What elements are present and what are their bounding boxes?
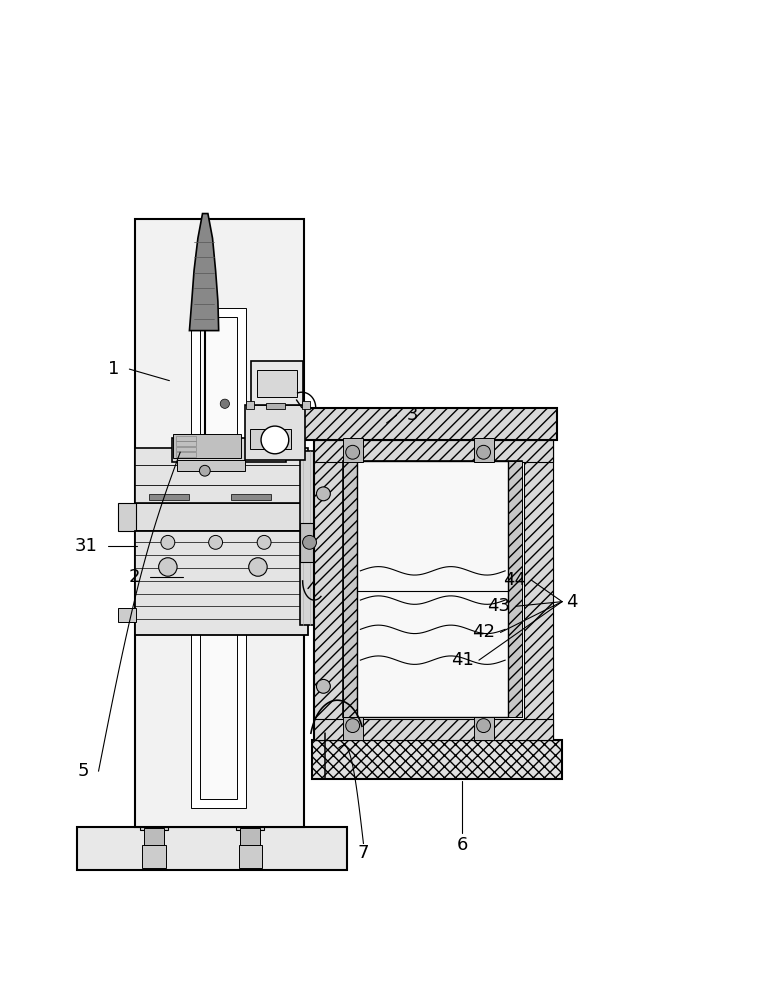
Bar [266, 403, 285, 409]
Text: 4: 4 [566, 593, 577, 611]
Bar [357, 462, 508, 717]
Text: 42: 42 [472, 623, 495, 641]
Bar [300, 523, 320, 562]
Circle shape [346, 719, 360, 733]
Circle shape [303, 535, 316, 549]
Bar [343, 462, 522, 717]
Circle shape [316, 679, 330, 693]
Bar [250, 429, 291, 449]
Bar [524, 440, 553, 740]
Circle shape [209, 535, 223, 549]
Bar [176, 447, 196, 451]
Bar [77, 827, 346, 870]
Circle shape [161, 535, 175, 549]
Bar [135, 503, 308, 531]
Circle shape [477, 719, 490, 733]
Bar [251, 361, 303, 405]
Bar [191, 308, 246, 808]
Text: 2: 2 [129, 568, 140, 586]
Circle shape [199, 465, 210, 476]
Bar [135, 531, 308, 635]
Bar [300, 451, 337, 625]
Bar [302, 401, 310, 409]
Bar [231, 494, 271, 500]
Bar [474, 438, 494, 462]
Bar [257, 370, 297, 397]
Circle shape [346, 445, 360, 459]
Bar [140, 813, 168, 830]
Polygon shape [189, 214, 219, 331]
Bar [200, 317, 237, 799]
Bar [474, 717, 494, 740]
Bar [236, 813, 264, 830]
Bar [343, 462, 357, 717]
Bar [314, 440, 553, 740]
Text: 44: 44 [503, 571, 526, 589]
Bar [172, 438, 286, 462]
Bar [173, 434, 241, 458]
Bar [239, 845, 262, 868]
Bar [176, 452, 196, 457]
Bar [135, 219, 304, 827]
Bar [343, 717, 363, 740]
Bar [144, 828, 164, 845]
Bar [314, 440, 343, 740]
Text: 41: 41 [450, 651, 474, 669]
Circle shape [159, 558, 177, 576]
Circle shape [249, 558, 267, 576]
Bar [142, 845, 166, 868]
Text: 3: 3 [407, 406, 417, 424]
Text: 5: 5 [78, 762, 89, 780]
Bar [246, 401, 254, 409]
Bar [149, 494, 189, 500]
Bar [176, 441, 196, 446]
Circle shape [220, 399, 229, 408]
Text: 6: 6 [457, 836, 467, 854]
Circle shape [261, 426, 289, 454]
Bar [508, 462, 522, 717]
Bar [240, 828, 260, 845]
Text: 1: 1 [109, 360, 119, 378]
Circle shape [316, 487, 330, 501]
Bar [118, 503, 136, 531]
Circle shape [477, 445, 490, 459]
Bar [302, 408, 557, 440]
Bar [245, 405, 305, 460]
Text: 7: 7 [358, 844, 369, 862]
Bar [314, 440, 553, 462]
Bar [176, 436, 196, 441]
Text: 43: 43 [487, 597, 511, 615]
Bar [314, 719, 553, 740]
Bar [312, 740, 562, 779]
Bar [177, 460, 245, 471]
Bar [343, 438, 363, 462]
Circle shape [257, 535, 271, 549]
Bar [135, 448, 308, 503]
Text: 31: 31 [75, 537, 98, 555]
Bar [118, 608, 136, 622]
